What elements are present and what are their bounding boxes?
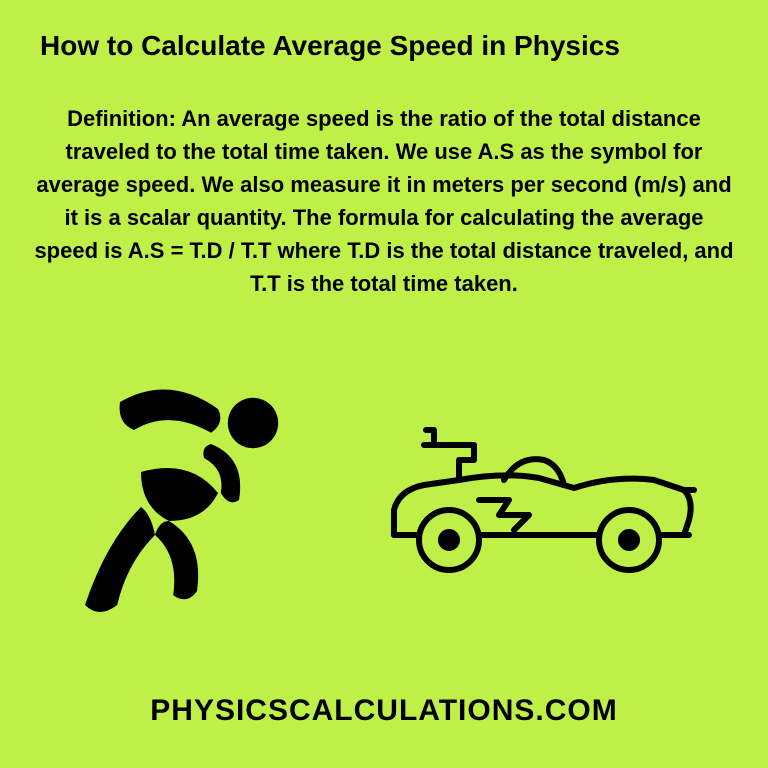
definition-text: Definition: An average speed is the rati… [20,102,748,300]
footer-url: PHYSICSCALCULATIONS.COM [20,694,748,728]
infographic-container: How to Calculate Average Speed in Physic… [0,0,768,768]
page-title: How to Calculate Average Speed in Physic… [20,30,748,62]
race-car-icon [364,400,704,605]
runner-icon [64,360,344,645]
graphics-row [20,320,748,684]
